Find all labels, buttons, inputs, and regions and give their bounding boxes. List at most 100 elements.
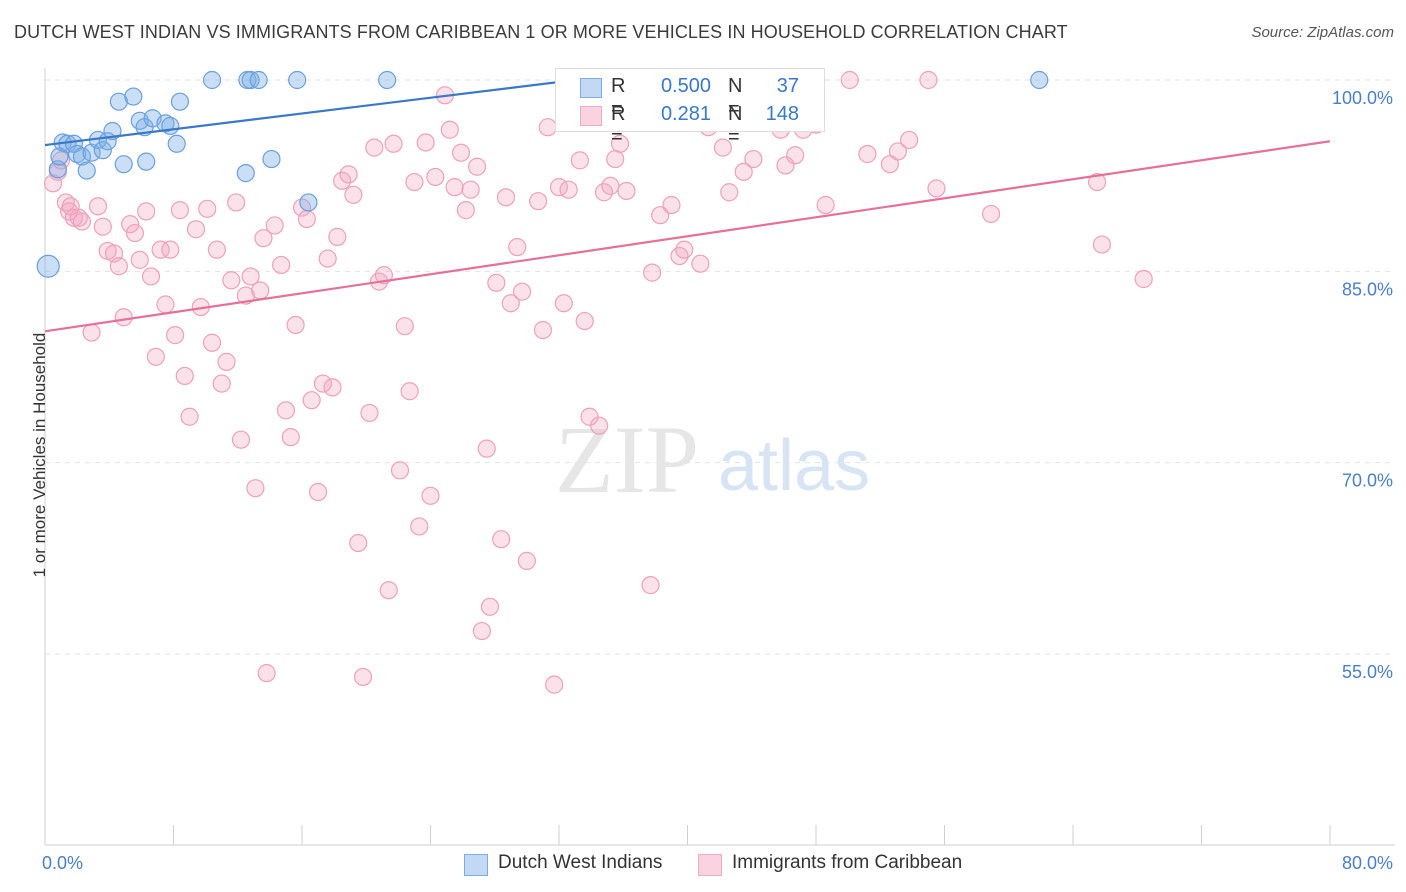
data-point bbox=[156, 295, 175, 314]
data-point bbox=[734, 162, 753, 181]
data-point bbox=[125, 223, 145, 243]
data-point bbox=[43, 174, 63, 193]
data-point bbox=[601, 176, 620, 195]
data-point bbox=[202, 333, 222, 352]
data-point bbox=[161, 240, 180, 259]
y-axis-label: 1 or more Vehicles in Household bbox=[30, 332, 49, 578]
chart-title: DUTCH WEST INDIAN VS IMMIGRANTS FROM CAR… bbox=[14, 22, 1068, 42]
data-point bbox=[249, 70, 268, 90]
data-point bbox=[461, 180, 480, 199]
data-point bbox=[421, 486, 440, 505]
data-point bbox=[643, 263, 662, 282]
data-point bbox=[533, 320, 553, 340]
data-point bbox=[575, 311, 594, 331]
data-point bbox=[231, 430, 251, 449]
data-point bbox=[590, 416, 609, 435]
data-point bbox=[349, 533, 368, 553]
data-point bbox=[477, 439, 496, 458]
data-point bbox=[467, 157, 487, 176]
data-point bbox=[141, 267, 161, 286]
data-point bbox=[1030, 70, 1049, 90]
source-label: Source: ZipAtlas.com bbox=[1251, 24, 1394, 41]
data-point bbox=[888, 142, 908, 161]
data-point bbox=[720, 183, 739, 202]
data-point bbox=[744, 149, 763, 169]
data-point bbox=[416, 133, 435, 152]
legend-r-value: 0.500 bbox=[660, 75, 711, 97]
data-point bbox=[641, 576, 660, 595]
trend-line-immigrants-from-caribbean bbox=[44, 140, 1331, 333]
axes bbox=[44, 68, 1395, 846]
data-point bbox=[77, 161, 96, 180]
data-point bbox=[395, 317, 414, 336]
data-point bbox=[379, 581, 398, 600]
data-point bbox=[93, 141, 112, 160]
legend-n-value: 37 bbox=[776, 75, 799, 97]
data-point bbox=[170, 201, 190, 220]
data-point bbox=[227, 193, 246, 212]
data-point bbox=[786, 146, 805, 165]
data-point bbox=[496, 188, 516, 207]
data-point bbox=[1092, 235, 1112, 254]
legend-r-label: R = bbox=[611, 103, 626, 148]
data-point bbox=[344, 185, 363, 204]
series-dutch-west-indians bbox=[36, 70, 1049, 278]
data-point bbox=[328, 227, 347, 246]
data-point bbox=[246, 479, 265, 498]
data-point bbox=[121, 215, 140, 234]
y-tick-label: 70.0% bbox=[1342, 471, 1393, 491]
data-point bbox=[360, 403, 379, 423]
data-point bbox=[167, 134, 186, 153]
data-point bbox=[262, 149, 281, 169]
data-point bbox=[410, 517, 429, 536]
watermark-atlas: atlas bbox=[718, 426, 870, 506]
data-point bbox=[137, 202, 156, 221]
data-point bbox=[222, 271, 241, 290]
data-point bbox=[318, 249, 337, 268]
data-point bbox=[927, 179, 946, 198]
data-point bbox=[251, 281, 270, 300]
data-point bbox=[254, 229, 273, 248]
data-point bbox=[146, 347, 165, 366]
data-point bbox=[276, 401, 296, 420]
data-point bbox=[313, 374, 332, 393]
legend-swatch-pink bbox=[698, 854, 722, 876]
y-tick-label: 100.0% bbox=[1332, 88, 1393, 108]
data-point bbox=[675, 240, 694, 259]
data-point bbox=[529, 192, 548, 211]
data-point bbox=[297, 209, 316, 229]
data-point bbox=[72, 212, 92, 231]
data-point bbox=[339, 165, 358, 184]
data-point bbox=[161, 116, 180, 136]
data-point bbox=[241, 267, 260, 286]
data-point bbox=[445, 178, 464, 197]
data-point bbox=[36, 254, 60, 278]
data-point bbox=[217, 352, 236, 371]
data-point bbox=[570, 151, 589, 170]
tick-labels: 100.0% 85.0% 70.0% 55.0% 0.0% 80.0% bbox=[42, 88, 1393, 873]
legend-r-value: 0.281 bbox=[660, 103, 711, 125]
watermark-zip: ZIP bbox=[555, 406, 699, 513]
data-point bbox=[508, 237, 527, 257]
data-point bbox=[288, 70, 307, 90]
data-point bbox=[378, 70, 397, 90]
data-point bbox=[212, 374, 231, 393]
data-point bbox=[82, 323, 101, 342]
data-point bbox=[816, 195, 835, 215]
data-point bbox=[617, 181, 636, 201]
data-point bbox=[151, 240, 170, 259]
data-point bbox=[166, 326, 185, 345]
data-point bbox=[1087, 172, 1107, 192]
data-point bbox=[451, 143, 471, 162]
data-point bbox=[390, 461, 410, 480]
data-point bbox=[545, 675, 564, 694]
data-point bbox=[109, 257, 128, 276]
data-point bbox=[299, 193, 318, 212]
data-point bbox=[405, 172, 424, 192]
legend-swatch-blue bbox=[580, 78, 602, 98]
data-point bbox=[272, 255, 291, 275]
data-point bbox=[384, 134, 403, 153]
data-point bbox=[1134, 269, 1153, 289]
correlation-legend: R = 0.500 N = 37 R = 0.281 N = 148 bbox=[555, 68, 825, 148]
